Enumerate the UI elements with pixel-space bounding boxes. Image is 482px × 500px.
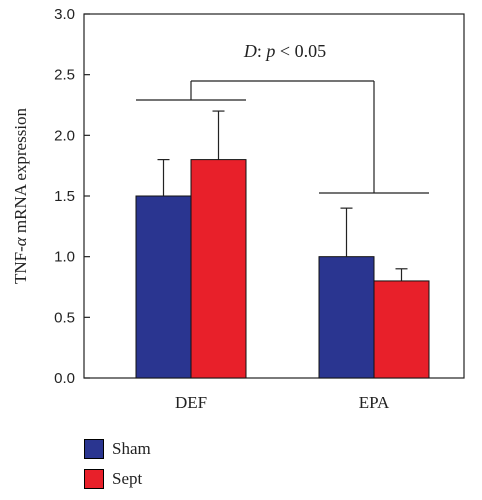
significance-annotation: D: p < 0.05 <box>243 41 326 61</box>
category-labels: DEF EPA <box>175 393 390 412</box>
annotation-factor: D <box>243 41 257 61</box>
bars-group <box>135 159 430 379</box>
y-tick-label-3: 1.5 <box>54 188 75 205</box>
y-tick-label-2: 1.0 <box>54 249 75 266</box>
bar-epa-sept <box>373 280 430 379</box>
annotation-threshold: < 0.05 <box>275 41 326 61</box>
y-tick-label-1: 0.5 <box>54 309 75 326</box>
legend: Sham Sept <box>84 436 151 496</box>
legend-item-sept: Sept <box>84 466 151 492</box>
significance-bracket <box>136 80 429 194</box>
legend-item-sham: Sham <box>84 436 151 462</box>
annotation-colon: : <box>257 41 267 61</box>
legend-swatch-sept <box>84 469 104 489</box>
legend-label-sham: Sham <box>112 439 151 458</box>
bar-def-sept <box>190 159 247 379</box>
y-axis-title-suffix: mRNA expression <box>11 107 30 237</box>
legend-swatch-sham <box>84 439 104 459</box>
category-label-epa: EPA <box>359 393 390 412</box>
y-tick-label-4: 2.0 <box>54 127 75 144</box>
category-label-def: DEF <box>175 393 207 412</box>
annotation-p: p <box>264 41 275 61</box>
y-axis-ticks: 0.0 0.5 1.0 1.5 2.0 2.5 3.0 <box>54 6 90 387</box>
error-bars-group <box>157 110 408 281</box>
y-tick-label-0: 0.0 <box>54 370 75 387</box>
y-tick-label-6: 3.0 <box>54 6 75 23</box>
bar-def-sham <box>135 195 192 379</box>
y-tick-label-5: 2.5 <box>54 67 75 84</box>
legend-label-sept: Sept <box>112 469 143 488</box>
y-axis-title: TNF-α mRNA expression <box>11 107 30 284</box>
y-axis-title-greek: α <box>11 236 30 246</box>
bar-epa-sham <box>318 256 375 379</box>
y-axis-title-prefix: TNF- <box>11 246 30 284</box>
